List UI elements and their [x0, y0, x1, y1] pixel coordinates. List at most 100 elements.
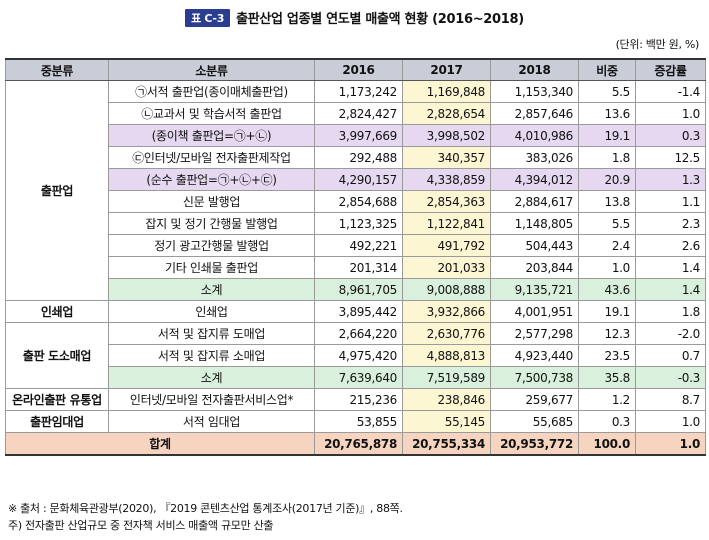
subcategory-cell: (종이책 출판업=㉠+㉡)	[108, 124, 315, 147]
subcategory-cell: 소계	[108, 366, 315, 389]
value-cell-change: -2.0	[635, 322, 706, 345]
value-cell-y2018: 4,001,951	[490, 300, 579, 323]
table-row: 소계 7,639,640 7,519,589 7,500,738 35.8 -0.3	[6, 366, 706, 389]
value-cell-y2016: 1,123,325	[314, 212, 403, 235]
value-cell-y2016: 492,221	[314, 234, 403, 257]
value-cell-share: 20.9	[578, 168, 636, 191]
header-change: 증감률	[635, 58, 706, 81]
subcategory-cell: 서적 및 잡지류 소매업	[108, 344, 315, 367]
table-row: 출판임대업 서적 임대업 53,855 55,145 55,685 0.3 1.0	[5, 410, 706, 433]
value-cell-y2016: 201,314	[314, 256, 403, 279]
value-cell-share: 2.4	[578, 234, 636, 257]
value-cell-change: 12.5	[635, 146, 706, 169]
value-cell-y2017: 7,519,589	[402, 366, 491, 389]
value-cell-y2017: 1,169,848	[402, 80, 491, 103]
value-cell-change: -0.3	[635, 366, 706, 389]
unit-label: (단위: 백만 원, %)	[615, 38, 700, 51]
table-row: ㉢인터넷/모바일 전자출판제작업 292,488 340,357 383,026 1.8…	[6, 146, 706, 169]
header-category: 중분류	[5, 58, 109, 81]
header-subcategory: 소분류	[108, 58, 315, 81]
value-cell-y2016: 8,961,705	[314, 278, 403, 301]
subcategory-cell: 서적 및 잡지류 도매업	[108, 322, 315, 345]
value-cell-y2017: 238,846	[402, 388, 491, 411]
table-title: 표 C-3 출판산업 업종별 연도별 매출액 현황 (2016~2018)	[0, 8, 709, 27]
total-label: 합계	[5, 432, 315, 456]
total-cell-y2018: 20,953,772	[490, 432, 579, 456]
value-cell-change: 1.8	[635, 300, 706, 323]
value-cell-y2017: 340,357	[402, 146, 491, 169]
value-cell-share: 1.0	[578, 256, 636, 279]
value-cell-y2017: 201,033	[402, 256, 491, 279]
value-cell-y2018: 55,685	[490, 410, 579, 433]
value-cell-y2018: 4,394,012	[490, 168, 579, 191]
value-cell-change: 1.0	[635, 102, 706, 125]
footnotes: ※ 출처 : 문화체육관광부(2020), 『2019 콘텐츠산업 통계조사(2…	[8, 500, 403, 534]
value-cell-share: 35.8	[578, 366, 636, 389]
value-cell-share: 13.8	[578, 190, 636, 213]
table-row: 잡지 및 정기 간행물 발행업 1,123,325 1,122,841 1,148,8…	[6, 212, 706, 235]
value-cell-y2017: 2,854,363	[402, 190, 491, 213]
value-cell-y2016: 2,664,220	[314, 322, 403, 345]
remark-note: 주) 전자출판 산업규모 중 전자책 서비스 매출액 규모만 산출	[8, 519, 274, 532]
value-cell-y2018: 2,884,617	[490, 190, 579, 213]
subcategory-cell: 인쇄업	[108, 300, 315, 323]
value-cell-share: 23.5	[578, 344, 636, 367]
value-cell-share: 13.6	[578, 102, 636, 125]
subcategory-cell: ㉡교과서 및 학습서적 출판업	[108, 102, 315, 125]
value-cell-change: -1.4	[635, 80, 706, 103]
table-title-text: 출판산업 업종별 연도별 매출액 현황 (2016~2018)	[236, 12, 524, 27]
subcategory-cell: 서적 임대업	[108, 410, 315, 433]
value-cell-y2017: 9,008,888	[402, 278, 491, 301]
value-cell-y2016: 7,639,640	[314, 366, 403, 389]
value-cell-share: 0.3	[578, 410, 636, 433]
total-cell-y2016: 20,765,878	[314, 432, 403, 456]
value-cell-change: 1.4	[635, 256, 706, 279]
header-2018: 2018	[490, 58, 579, 81]
value-cell-y2018: 2,577,298	[490, 322, 579, 345]
value-cell-share: 19.1	[578, 300, 636, 323]
value-cell-y2017: 4,888,813	[402, 344, 491, 367]
subcategory-cell: (순수 출판업=㉠+㉡+㉢)	[108, 168, 315, 191]
table-row: 정기 광고간행물 발행업 492,221 491,792 504,443 2.4 2.6	[6, 234, 706, 257]
value-cell-y2018: 9,135,721	[490, 278, 579, 301]
value-cell-y2018: 4,010,986	[490, 124, 579, 147]
table-row: 출판업 ㉠서적 출판업(종이매체출판업) 1,173,242 1,169,848 1,1…	[5, 80, 706, 301]
value-cell-change: 8.7	[635, 388, 706, 411]
value-cell-change: 1.4	[635, 278, 706, 301]
value-cell-share: 1.8	[578, 146, 636, 169]
value-cell-y2018: 383,026	[490, 146, 579, 169]
total-cell-change: 1.0	[635, 432, 706, 456]
value-cell-share: 5.5	[578, 80, 636, 103]
value-cell-y2016: 1,173,242	[314, 80, 403, 103]
total-cell-share: 100.0	[578, 432, 636, 456]
header-row: 중분류 소분류 2016 2017 2018 비중 증감률	[5, 58, 706, 81]
subcategory-cell: ㉠서적 출판업(종이매체출판업)	[108, 80, 315, 103]
table-row: 기타 인쇄물 출판업 201,314 201,033 203,844 1.0 1.4	[6, 256, 706, 279]
value-cell-y2016: 4,975,420	[314, 344, 403, 367]
value-cell-change: 0.3	[635, 124, 706, 147]
value-cell-change: 1.1	[635, 190, 706, 213]
table-number-badge: 표 C-3	[185, 9, 231, 27]
value-cell-y2016: 2,824,427	[314, 102, 403, 125]
total-cell-y2017: 20,755,334	[402, 432, 491, 456]
value-cell-y2018: 203,844	[490, 256, 579, 279]
table-row: ㉡교과서 및 학습서적 출판업 2,824,427 2,828,654 2,857,6…	[6, 102, 706, 125]
value-cell-y2016: 215,236	[314, 388, 403, 411]
value-cell-change: 1.0	[635, 410, 706, 433]
value-cell-y2016: 292,488	[314, 146, 403, 169]
subcategory-cell: 정기 광고간행물 발행업	[108, 234, 315, 257]
value-cell-change: 2.3	[635, 212, 706, 235]
value-cell-share: 1.2	[578, 388, 636, 411]
sales-table: 중분류 소분류 2016 2017 2018 비중 증감률 출판업 ㉠서적 출판업…	[5, 58, 706, 456]
table-row: 서적 및 잡지류 소매업 4,975,420 4,888,813 4,923,440 2…	[6, 344, 706, 367]
subcategory-cell: ㉢인터넷/모바일 전자출판제작업	[108, 146, 315, 169]
header-2017: 2017	[402, 58, 491, 81]
value-cell-share: 19.1	[578, 124, 636, 147]
table-row: 출판 도소매업 서적 및 잡지류 도매업 2,664,220 2,630,776 2,5…	[5, 322, 706, 389]
category-cell: 출판 도소매업	[5, 322, 109, 389]
category-cell: 온라인출판 유통업	[5, 388, 109, 411]
value-cell-y2016: 3,895,442	[314, 300, 403, 323]
table-row: 소계 8,961,705 9,008,888 9,135,721 43.6 1.4	[6, 278, 706, 301]
subcategory-cell: 소계	[108, 278, 315, 301]
category-cell: 출판업	[5, 80, 109, 301]
